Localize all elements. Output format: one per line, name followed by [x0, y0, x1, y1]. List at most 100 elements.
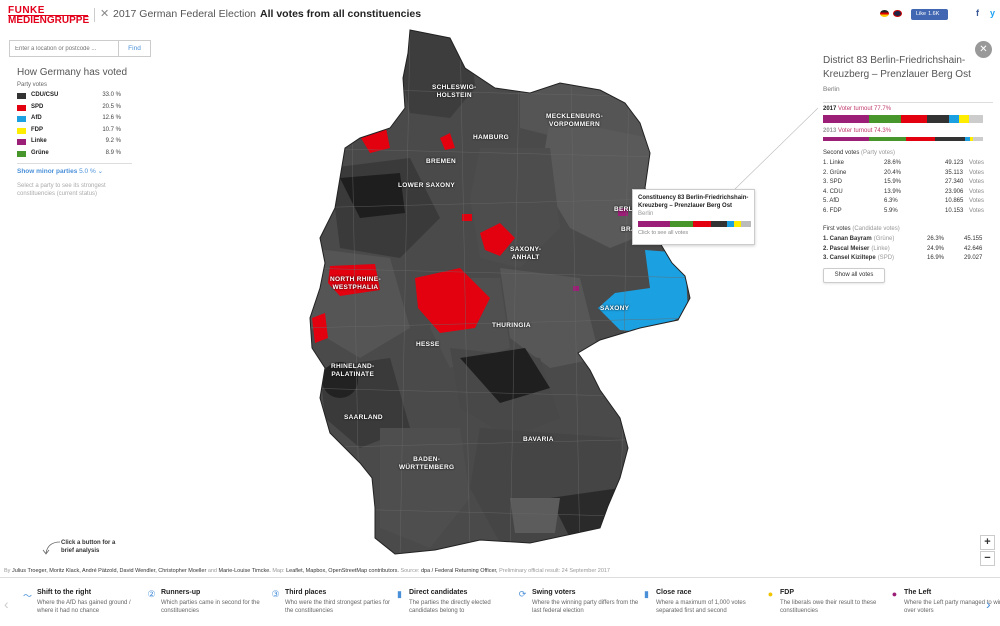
second-vote-row: 5. AfD 6.3% 10.865 Votes — [823, 198, 993, 208]
tooltip-title: Constituency 83 Berlin-Friedrichshain-Kr… — [638, 195, 749, 209]
bar-segment — [868, 115, 902, 123]
page-title: 2017 German Federal Election All votes fr… — [113, 8, 421, 20]
analysis-desc: Where the winning party differs from the… — [532, 600, 639, 614]
party-row[interactable]: Linke 9.2 % — [17, 138, 132, 150]
second-votes-heading: Second votes (Party votes) — [823, 150, 993, 156]
credits-by: By — [4, 568, 11, 574]
map-label-nrw: NORTH RHINE- WESTPHALIA — [330, 276, 381, 291]
party-select-hint: Select a party to see its strongest cons… — [17, 183, 106, 197]
national-results-title: How Germany has voted — [17, 67, 128, 78]
map-label-rhineland-palatinate: RHINELAND- PALATINATE — [331, 363, 375, 378]
vote-count: 35.113 — [945, 169, 963, 176]
candidate-name: 2. Pascal Meiser (Linke) — [823, 246, 890, 252]
fb-like-label: Like — [916, 11, 927, 17]
search-input[interactable] — [10, 41, 118, 56]
scroll-right-icon[interactable]: › — [986, 596, 991, 612]
candidate-party: (Linke) — [871, 245, 890, 252]
bar-segment — [970, 137, 974, 141]
vote-count: 10.153 — [945, 207, 964, 214]
facebook-like-button[interactable]: Like 1.6K — [911, 9, 948, 20]
find-button[interactable]: Find — [118, 41, 150, 56]
twitter-share-icon[interactable]: y — [990, 8, 996, 18]
first-vote-row: 1. Canan Bayram (Grüne) 26.3% 45.155 — [823, 236, 993, 246]
analysis-icon: ▮ — [397, 589, 402, 599]
map-label-berlin: BERLIN — [614, 206, 640, 213]
second-votes-list: 1. Linke 28.6% 49.123 Votes 2. Grüne 20.4% 35.… — [823, 160, 993, 217]
credits-source-label: Source: — [400, 568, 420, 574]
page-title-bold: All votes from all constituencies — [260, 8, 422, 20]
analysis-desc: Who were the third strongest parties for… — [285, 600, 391, 614]
map-label-bremen: BREMEN — [426, 158, 456, 165]
funke-logo[interactable]: FUNKE MEDIENGRUPPE — [8, 6, 89, 26]
analysis-desc: Where the AfD has gained ground / where … — [37, 600, 131, 614]
facebook-share-icon[interactable]: f — [976, 8, 979, 18]
map-label-hamburg: HAMBURG — [473, 134, 510, 141]
zoom-out-button[interactable]: − — [980, 551, 995, 566]
vote-unit: Votes — [969, 188, 985, 195]
constituency-tooltip[interactable]: Constituency 83 Berlin-Friedrichshain-Kr… — [632, 189, 755, 245]
party-list: CDU/CSU 33.0 % SPD 20.5 % AfD 12.6 % FDP 10.7 %… — [17, 92, 132, 161]
candidate-votes: 42.646 — [964, 245, 983, 252]
english-flag-icon[interactable] — [893, 10, 902, 17]
candidate-pct: 16.9% — [927, 255, 945, 261]
first-vote-row: 3. Cansel Kiziltepe (SPD) 16.9% 29.027 — [823, 255, 993, 265]
credits-and: and — [207, 568, 217, 574]
analysis-icon: ⟳ — [518, 589, 527, 599]
bar-segment — [740, 221, 751, 227]
analysis-desc: The liberals owe their result to these c… — [780, 600, 877, 614]
party-name: 3. SPD — [823, 179, 843, 185]
scroll-left-icon[interactable]: ‹ — [4, 596, 9, 612]
analysis-title: Third places — [285, 589, 327, 596]
party-pct: 8.9 % — [105, 149, 121, 156]
show-minor-parties-toggle[interactable]: Show minor parties 5.0 % ⌄ — [17, 167, 132, 175]
second-votes-label: Second votes — [823, 150, 860, 156]
party-pct: 10.7 % — [102, 126, 121, 133]
location-search: Find — [9, 40, 151, 57]
analysis-icon: ③ — [271, 589, 280, 599]
party-name: Grüne — [31, 149, 49, 156]
party-row[interactable]: AfD 12.6 % — [17, 115, 132, 127]
candidate-name-text: 3. Cansel Kiziltepe — [823, 255, 876, 261]
germany-outline — [309, 29, 691, 555]
party-name: 1. Linke — [823, 160, 845, 166]
second-vote-row: 4. CDU 13.9% 23.906 Votes — [823, 189, 993, 199]
candidate-pct: 24.9% — [927, 245, 945, 252]
connector-line — [734, 107, 819, 190]
bar-segment — [670, 221, 694, 227]
party-name: CDU/CSU — [31, 92, 59, 98]
analysis-title: Runners-up — [161, 589, 201, 596]
party-row[interactable]: CDU/CSU 33.0 % — [17, 92, 132, 104]
analysis-title: Close race — [656, 589, 692, 596]
party-row[interactable]: Grüne 8.9 % — [17, 150, 132, 162]
party-name: 4. CDU — [823, 188, 843, 195]
bar-segment — [727, 221, 735, 227]
header-divider — [94, 8, 95, 22]
map-svg[interactable] — [300, 28, 700, 558]
analysis-title: FDP — [780, 589, 794, 596]
candidate-name-text: 1. Canan Bayram — [823, 236, 872, 242]
analysis-title: Direct candidates — [409, 589, 468, 596]
close-button[interactable]: ✕ — [975, 41, 992, 58]
zoom-in-button[interactable]: + — [980, 535, 995, 550]
show-all-votes-button[interactable]: Show all votes — [823, 268, 885, 283]
result-bar-2013 — [823, 137, 983, 141]
vote-count: 23.906 — [945, 188, 964, 195]
party-row[interactable]: FDP 10.7 % — [17, 127, 132, 139]
map-label-saxony: SAXONY — [600, 305, 630, 312]
credits-authors: Julius Troeger, Moritz Klack, André Pätz… — [11, 568, 207, 574]
party-name: 2. Grüne — [823, 169, 847, 176]
party-row[interactable]: SPD 20.5 % — [17, 104, 132, 116]
analysis-icon: 〜 — [22, 591, 32, 601]
map-label-hesse: HESSE — [416, 341, 440, 348]
party-name: FDP — [31, 126, 43, 133]
second-vote-row: 6. FDP 5.9% 10.153 Votes — [823, 208, 993, 218]
german-flag-icon[interactable] — [880, 10, 889, 17]
bar-segment — [968, 115, 983, 123]
second-votes-sub: (Party votes) — [861, 150, 896, 156]
minor-parties-label: Show minor parties — [17, 168, 78, 175]
analysis-hint: Click a button for a brief analysis — [61, 540, 116, 554]
party-swatch — [17, 116, 26, 122]
germany-map[interactable]: SCHLESWIG- HOLSTEIN MECKLENBURG- VORPOMM… — [300, 28, 700, 558]
bar-segment — [823, 115, 869, 123]
party-pct: 9.2 % — [105, 138, 121, 144]
